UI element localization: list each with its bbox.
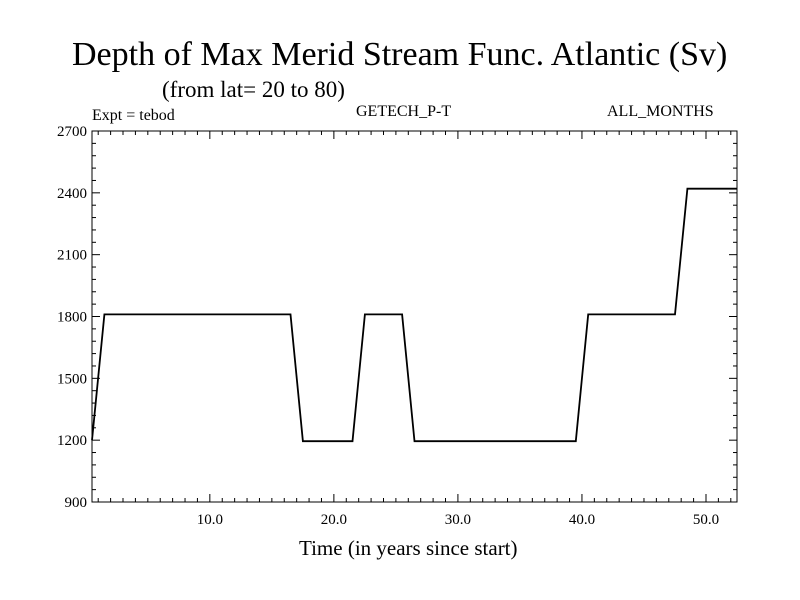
x-tick-label: 50.0	[693, 512, 719, 528]
experiment-label: Expt = tebod	[92, 107, 175, 124]
x-tick-label: 20.0	[321, 512, 347, 528]
chart-title: Depth of Max Merid Stream Func. Atlantic…	[72, 36, 728, 73]
x-tick-label: 40.0	[569, 512, 595, 528]
y-tick-label: 900	[65, 495, 88, 511]
x-axis-label: Time (in years since start)	[299, 536, 518, 560]
y-tick-label: 2700	[57, 124, 87, 140]
chart-subtitle: (from lat= 20 to 80)	[162, 77, 345, 102]
y-tick-label: 1200	[57, 433, 87, 449]
months-label: ALL_MONTHS	[607, 103, 714, 120]
plot-frame	[91, 130, 738, 503]
y-tick-label: 1500	[57, 371, 87, 387]
y-tick-label: 2100	[57, 248, 87, 264]
y-tick-label: 1800	[57, 310, 87, 326]
dataset-label: GETECH_P-T	[356, 103, 452, 120]
series-line	[91, 187, 737, 443]
y-tick-label: 2400	[57, 186, 87, 202]
x-tick-label: 30.0	[445, 512, 471, 528]
x-tick-label: 10.0	[197, 512, 223, 528]
